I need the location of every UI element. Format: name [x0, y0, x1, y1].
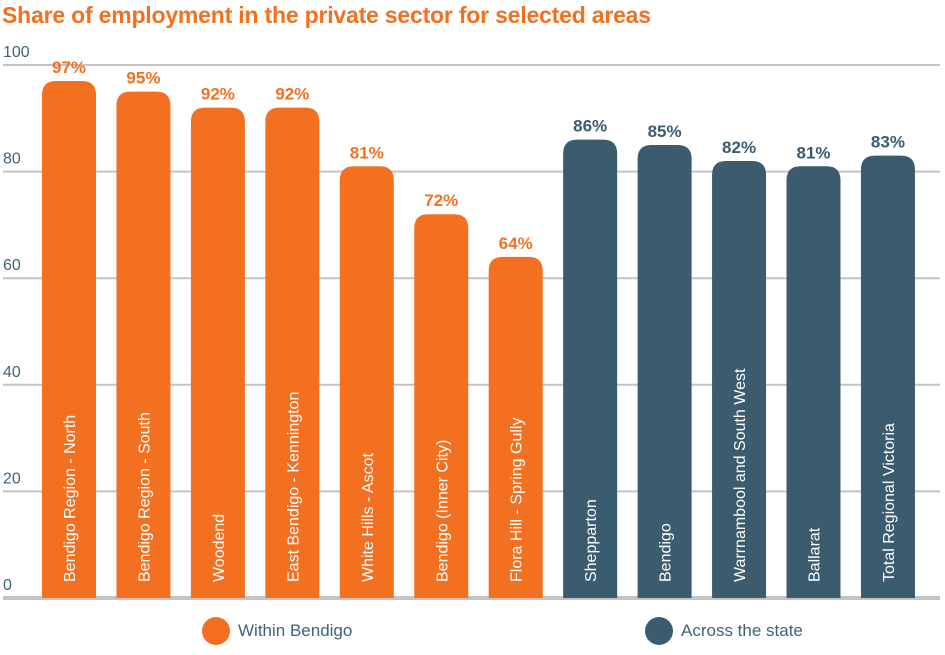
value-label: 97% [52, 58, 86, 77]
y-axis-ticks: 0 20 40 60 80 100 [3, 44, 30, 594]
category-label: Bendigo [658, 523, 675, 582]
value-label: 86% [573, 117, 607, 136]
legend-swatch-slate [645, 617, 673, 645]
bars [42, 80, 915, 599]
category-label: Ballarat [807, 527, 824, 582]
category-label: East Bendigo - Kennington [285, 392, 302, 582]
value-label: 72% [424, 191, 458, 210]
legend-item-across-the-state: Across the state [645, 617, 803, 645]
bar-6 [488, 256, 543, 598]
value-label: 92% [201, 85, 235, 104]
legend-label: Within Bendigo [238, 621, 353, 640]
bar-5 [414, 214, 469, 599]
bar-1 [116, 91, 171, 599]
value-label: 81% [350, 143, 384, 162]
category-label: Shepparton [583, 499, 600, 582]
y-tick-label: 100 [3, 44, 30, 61]
category-label: Woodend [211, 514, 228, 582]
value-label: 83% [871, 133, 905, 152]
value-label: 82% [722, 138, 756, 157]
bar-2 [190, 107, 245, 598]
value-label: 64% [499, 234, 533, 253]
legend-item-within-bendigo: Within Bendigo [202, 617, 352, 645]
y-tick-label: 0 [3, 577, 12, 594]
category-label: Warrnambool and South West [732, 368, 749, 582]
category-label: Bendigo Region - North [62, 415, 79, 582]
y-tick-label: 60 [3, 257, 21, 274]
bar-3 [265, 107, 320, 598]
category-labels: Bendigo Region - North Bendigo Region - S… [62, 368, 898, 582]
value-label: 92% [275, 85, 309, 104]
value-labels: 97% 95% 92% 92% 81% 72% 64% 86% 85% 82% 81% 83% [52, 58, 905, 253]
category-label: Bendigo Region - South [136, 412, 153, 582]
bar-9 [712, 160, 767, 598]
value-label: 95% [126, 69, 160, 88]
category-label: Bendigo (Inner City) [434, 440, 451, 582]
legend-swatch-orange [202, 617, 230, 645]
y-tick-label: 80 [3, 151, 21, 168]
y-tick-label: 20 [3, 470, 21, 487]
value-label: 81% [796, 143, 830, 162]
value-label: 85% [648, 122, 682, 141]
bar-7 [563, 139, 618, 598]
bar-0 [42, 80, 96, 599]
bar-10 [786, 166, 841, 598]
bar-11 [860, 155, 915, 599]
category-label: White Hills - Ascot [360, 453, 377, 582]
bar-8 [637, 144, 692, 598]
y-tick-label: 40 [3, 364, 21, 381]
chart-title: Share of employment in the private secto… [2, 2, 651, 28]
legend-label: Across the state [681, 621, 803, 640]
category-label: Flora Hill - Spring Gully [509, 418, 526, 582]
bar-4 [339, 166, 394, 598]
category-label: Total Regional Victoria [881, 423, 898, 582]
